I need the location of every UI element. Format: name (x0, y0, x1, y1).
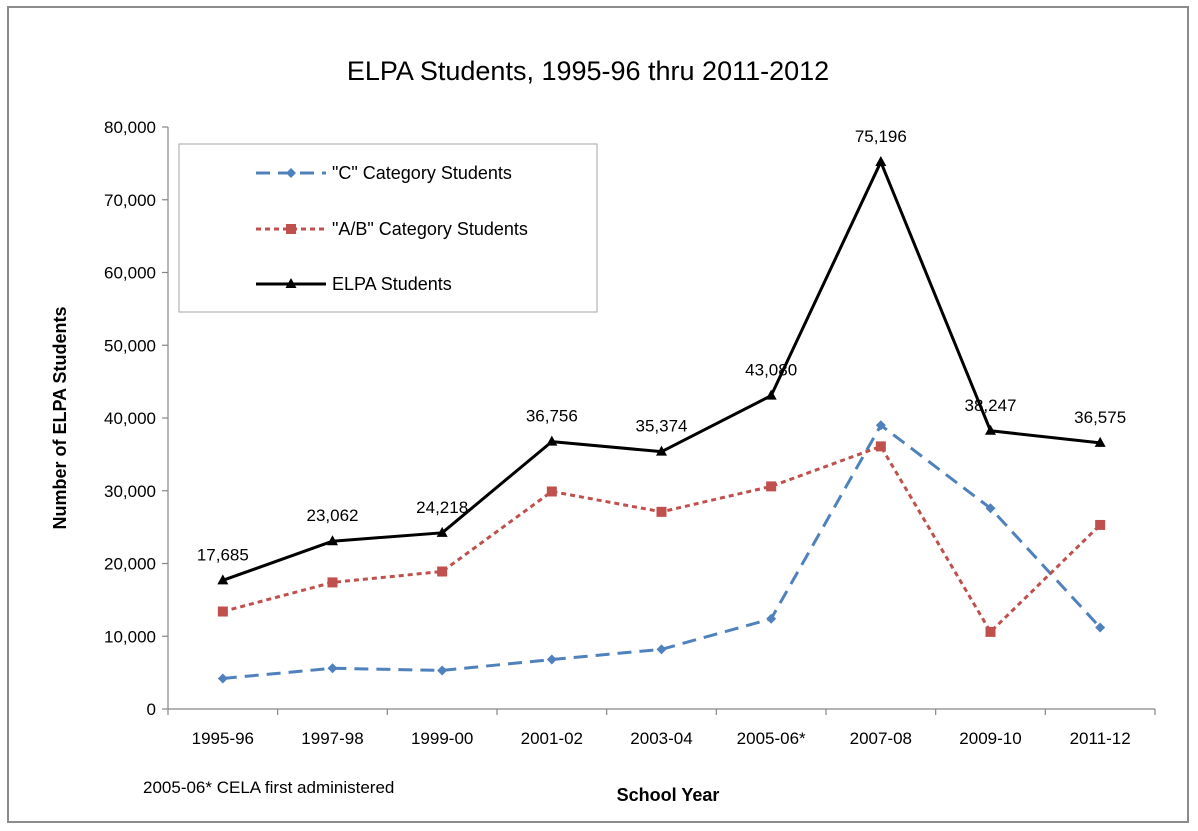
chart-frame (7, 6, 1189, 823)
legend-label: "A/B" Category Students (332, 219, 528, 239)
data-label: 75,196 (855, 127, 907, 146)
y-tick-label: 20,000 (104, 555, 156, 574)
data-point (327, 577, 338, 588)
series-0 (217, 420, 1106, 684)
legend-label: ELPA Students (332, 274, 452, 294)
data-label: 24,218 (416, 498, 468, 517)
y-tick-label: 60,000 (104, 264, 156, 283)
data-label: 38,247 (965, 396, 1017, 415)
y-tick-label: 30,000 (104, 482, 156, 501)
data-point (985, 626, 996, 637)
data-point (546, 654, 557, 665)
legend-label: "C" Category Students (332, 163, 512, 183)
x-tick-label: 2003-04 (630, 729, 692, 748)
y-tick-label: 10,000 (104, 627, 156, 646)
x-axis-title: School Year (617, 785, 720, 805)
series-line (222, 423, 1102, 680)
data-point (436, 526, 448, 537)
data-point (437, 665, 448, 676)
series-2: 17,685 23,062 24,218 36,756 35,374 43,080 75,1… (197, 127, 1126, 585)
data-label: 23,062 (307, 506, 359, 525)
data-point (765, 389, 777, 400)
data-point (1095, 519, 1106, 530)
series-1 (217, 441, 1106, 637)
data-label: 36,756 (526, 407, 578, 426)
x-tick-label: 2007-08 (850, 729, 912, 748)
axes: 0 10,000 20,000 30,000 40,000 50,000 60,000 70,… (104, 118, 1156, 748)
y-tick-label: 40,000 (104, 409, 156, 428)
data-point (766, 613, 777, 624)
data-point (546, 486, 557, 497)
x-tick-label: 2005-06* (737, 729, 806, 748)
y-tick-label: 70,000 (104, 191, 156, 210)
x-tick-label: 1997-98 (301, 729, 363, 748)
data-point (656, 644, 667, 655)
y-tick-label: 0 (147, 700, 156, 719)
x-tick-label: 2011-12 (1070, 729, 1131, 748)
data-point (217, 574, 229, 585)
x-tick-label: 2009-10 (959, 729, 1021, 748)
y-tick-label: 80,000 (104, 118, 156, 137)
series-layer: 17,685 23,062 24,218 36,756 35,374 43,080 75,1… (197, 127, 1126, 684)
data-point (327, 663, 338, 674)
data-point (985, 424, 996, 435)
legend: "C" Category Students "A/B" Category Stud… (178, 143, 598, 313)
data-point (875, 441, 886, 452)
chart-note: 2005-06* CELA first administered (143, 778, 394, 797)
data-point (546, 435, 558, 446)
data-point (217, 606, 228, 617)
data-label: 35,374 (636, 417, 688, 436)
data-point (217, 673, 228, 684)
data-point (1094, 436, 1106, 447)
data-point (985, 503, 996, 514)
data-label: 36,575 (1074, 408, 1126, 427)
x-tick-label: 1995-96 (192, 729, 254, 748)
legend-marker (285, 278, 297, 288)
y-tick-label: 50,000 (104, 336, 156, 355)
data-label: 17,685 (197, 545, 249, 564)
data-point (656, 445, 667, 456)
x-tick-label: 2001-02 (521, 729, 583, 748)
data-point (437, 566, 448, 577)
data-point (327, 535, 338, 546)
data-label: 43,080 (745, 361, 797, 380)
legend-marker (286, 224, 296, 234)
legend-box (178, 143, 598, 313)
legend-marker (286, 168, 296, 178)
data-point (656, 506, 667, 517)
x-tick-label: 1999-00 (411, 729, 473, 748)
data-point (766, 481, 777, 492)
data-point (1095, 622, 1106, 633)
y-axis-title: Number of ELPA Students (50, 306, 70, 529)
data-point (875, 420, 886, 431)
data-point (875, 155, 887, 166)
chart-title: ELPA Students, 1995-96 thru 2011-2012 (347, 56, 829, 86)
